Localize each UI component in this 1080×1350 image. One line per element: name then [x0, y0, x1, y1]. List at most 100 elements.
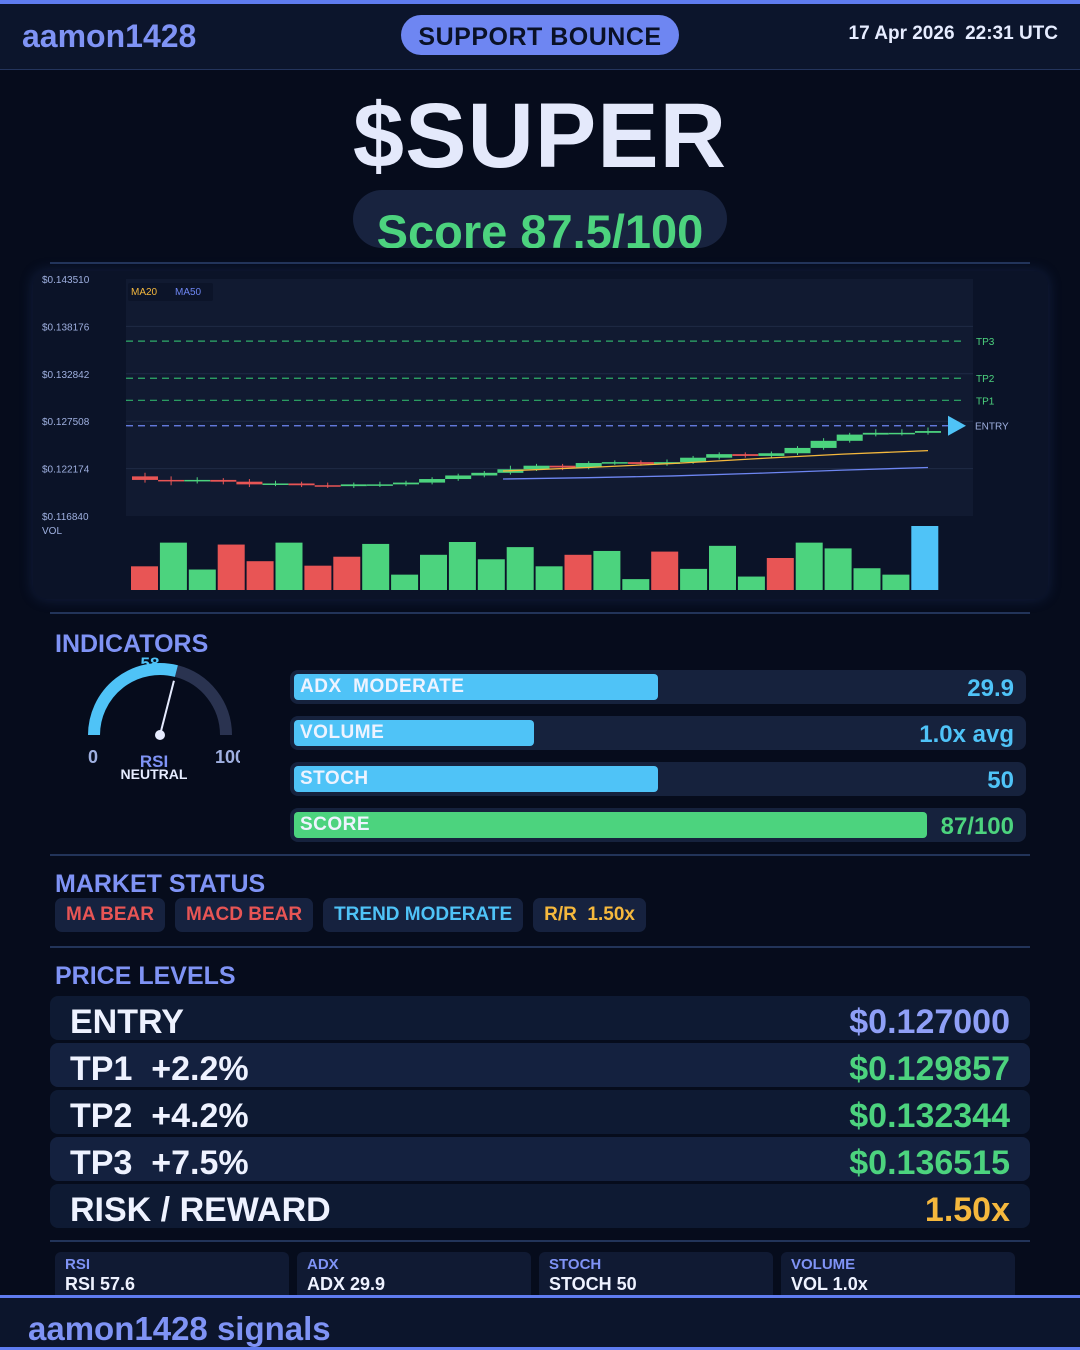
price-level-row: ENTRY $0.127000	[50, 996, 1030, 1041]
volume-bar	[275, 542, 303, 590]
market-status-chips: MA BEAR MACD BEAR TREND MODERATE R/R 1.50x	[55, 898, 646, 932]
market-status-title: MARKET STATUS	[55, 870, 266, 898]
gauge-track	[174, 665, 232, 736]
candle-body	[210, 479, 237, 482]
candle-body	[888, 432, 915, 435]
status-chip: MACD BEAR	[174, 898, 314, 932]
entry-arrow	[948, 415, 966, 436]
stat-value: ADX 29.9	[307, 1274, 386, 1294]
indicator-bar-label: STOCH	[300, 768, 369, 789]
candle-body	[915, 431, 941, 433]
volume-bar	[709, 545, 736, 590]
price-level-name: TP3 +7.5%	[70, 1144, 249, 1182]
candle-body	[758, 453, 785, 456]
gauge-state: NEUTRAL	[121, 766, 188, 782]
candle-body	[366, 484, 393, 486]
top-accent-line	[0, 0, 1080, 4]
indicator-bar-fill	[294, 674, 658, 700]
candle-body	[393, 482, 419, 485]
candle-body	[340, 484, 367, 487]
volume-bar	[333, 556, 361, 590]
candle-body	[471, 472, 498, 476]
price-chart: $0.143510 $0.138176 $0.132842 $0.127508 $0.1…	[42, 275, 1009, 590]
volume-bar	[766, 558, 794, 590]
price-level-name: ENTRY	[70, 1003, 184, 1041]
volume-bar	[680, 568, 708, 590]
stat-value: RSI 57.6	[65, 1274, 136, 1294]
gauge-needle	[159, 680, 175, 736]
candle-body	[314, 485, 341, 487]
candle-body	[132, 476, 158, 480]
signal-type-badge: SUPPORT BOUNCE	[401, 15, 679, 55]
brand-name: aamon1428	[22, 18, 197, 54]
volume-bar	[420, 554, 447, 590]
gauge-max: 100	[215, 747, 240, 767]
volume-label: VOL	[42, 526, 62, 537]
stat-card-adx: ADX ADX 29.9	[297, 1252, 531, 1298]
divider	[50, 612, 1030, 614]
score-badge: Score 87.5/100	[353, 190, 727, 248]
score-text: Score 87.5/100	[376, 205, 704, 248]
indicator-bar-score: SCORE 87/100	[290, 808, 1026, 842]
legend-ma50: MA50	[175, 287, 202, 298]
indicator-bar-value: 87/100	[940, 813, 1014, 840]
price-level-name: TP1 +2.2%	[70, 1050, 249, 1088]
status-chip: MA BEAR	[55, 898, 165, 932]
ma50-line	[502, 466, 929, 480]
candle-body	[706, 454, 733, 458]
volume-bar	[448, 542, 476, 590]
indicator-bar-fill	[294, 766, 658, 792]
timestamp: 17 Apr 2026 22:31 UTC	[848, 23, 1058, 44]
candle-body	[862, 432, 889, 435]
gauge-value: 58	[141, 654, 160, 673]
volume-bar	[882, 574, 910, 590]
price-level-name: TP2 +4.2%	[70, 1097, 249, 1135]
y-tick-label: $0.143510	[42, 275, 90, 286]
gauge-fill	[88, 663, 178, 736]
y-tick-label: $0.132842	[42, 370, 90, 381]
price-level-row: TP3 +7.5% $0.136515	[50, 1137, 1030, 1182]
volume-bar	[911, 526, 939, 590]
candle-body	[810, 440, 837, 448]
level-label-tp1: TP1	[976, 396, 995, 407]
candle-body	[184, 479, 211, 482]
volume-bar	[506, 547, 534, 590]
volume-bar	[853, 568, 881, 590]
candle-body	[836, 434, 863, 441]
gauge-name: RSI	[140, 752, 168, 771]
gauge-min: 0	[88, 747, 98, 767]
volume-bar	[535, 566, 563, 590]
candle-body	[419, 479, 446, 483]
indicator-bar-value: 29.9	[967, 675, 1014, 702]
volume-bar	[651, 551, 679, 590]
footer-text: aamon1428 signals	[28, 1310, 331, 1347]
candle-body	[158, 479, 185, 482]
gauge-hub	[155, 730, 165, 740]
price-level-value: 1.50x	[924, 1191, 1010, 1229]
stat-card-volume: VOLUME VOL 1.0x	[781, 1252, 1015, 1298]
indicator-bar-value: 50	[987, 767, 1014, 794]
indicator-bar-adx: ADX MODERATE 29.9	[290, 670, 1026, 704]
volume-bar	[159, 542, 187, 590]
stat-value: STOCH 50	[549, 1274, 637, 1294]
indicator-bar-label: VOLUME	[300, 722, 385, 743]
indicator-bar-volume: VOLUME 1.0x avg	[290, 716, 1026, 750]
candle-body	[288, 483, 315, 486]
ticker-symbol: $SUPER	[352, 85, 728, 187]
stat-value: VOL 1.0x	[791, 1274, 868, 1294]
candle-body	[262, 483, 289, 485]
price-chart-panel: $0.143510 $0.138176 $0.132842 $0.127508 $0.1…	[33, 271, 1048, 599]
volume-bar	[795, 542, 823, 590]
status-chip: R/R 1.50x	[533, 898, 646, 932]
price-level-row: RISK / REWARD 1.50x	[50, 1184, 1030, 1229]
price-level-value: $0.132344	[849, 1097, 1010, 1135]
level-label-tp2: TP2	[976, 374, 995, 385]
candle-body	[627, 462, 654, 464]
volume-bar	[362, 543, 390, 590]
level-label-tp3: TP3	[976, 337, 995, 348]
divider	[50, 854, 1030, 856]
candle-body	[732, 454, 759, 456]
volume-bar	[391, 574, 419, 590]
status-chip: TREND MODERATE	[323, 898, 524, 932]
